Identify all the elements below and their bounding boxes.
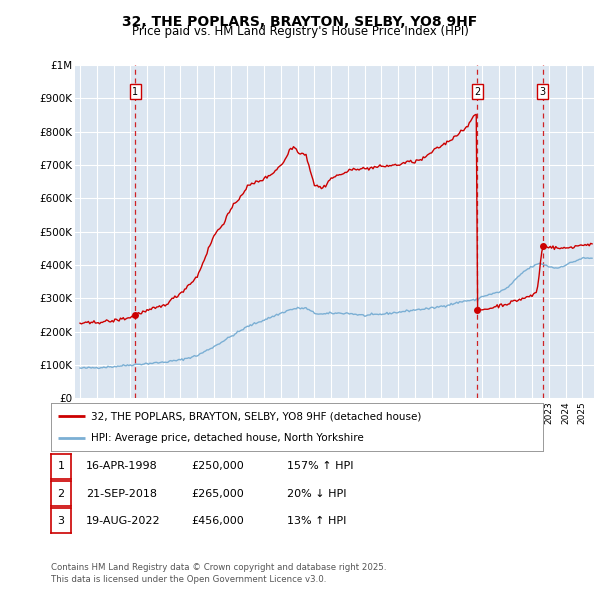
Text: 2: 2 <box>474 87 480 97</box>
Text: 19-AUG-2022: 19-AUG-2022 <box>86 516 160 526</box>
Text: 32, THE POPLARS, BRAYTON, SELBY, YO8 9HF: 32, THE POPLARS, BRAYTON, SELBY, YO8 9HF <box>122 15 478 29</box>
Text: 3: 3 <box>539 87 545 97</box>
Text: 21-SEP-2018: 21-SEP-2018 <box>86 489 157 499</box>
Text: £456,000: £456,000 <box>191 516 244 526</box>
Text: 3: 3 <box>58 516 64 526</box>
Text: 16-APR-1998: 16-APR-1998 <box>86 461 158 471</box>
Text: £250,000: £250,000 <box>191 461 244 471</box>
Text: HPI: Average price, detached house, North Yorkshire: HPI: Average price, detached house, Nort… <box>91 433 364 443</box>
Text: 1: 1 <box>132 87 138 97</box>
Text: £265,000: £265,000 <box>191 489 244 499</box>
Text: 157% ↑ HPI: 157% ↑ HPI <box>287 461 353 471</box>
Text: Price paid vs. HM Land Registry's House Price Index (HPI): Price paid vs. HM Land Registry's House … <box>131 25 469 38</box>
Text: 32, THE POPLARS, BRAYTON, SELBY, YO8 9HF (detached house): 32, THE POPLARS, BRAYTON, SELBY, YO8 9HF… <box>91 411 422 421</box>
Text: 2: 2 <box>58 489 64 499</box>
Text: 1: 1 <box>58 461 64 471</box>
Text: 20% ↓ HPI: 20% ↓ HPI <box>287 489 346 499</box>
Text: Contains HM Land Registry data © Crown copyright and database right 2025.
This d: Contains HM Land Registry data © Crown c… <box>51 563 386 584</box>
Text: 13% ↑ HPI: 13% ↑ HPI <box>287 516 346 526</box>
